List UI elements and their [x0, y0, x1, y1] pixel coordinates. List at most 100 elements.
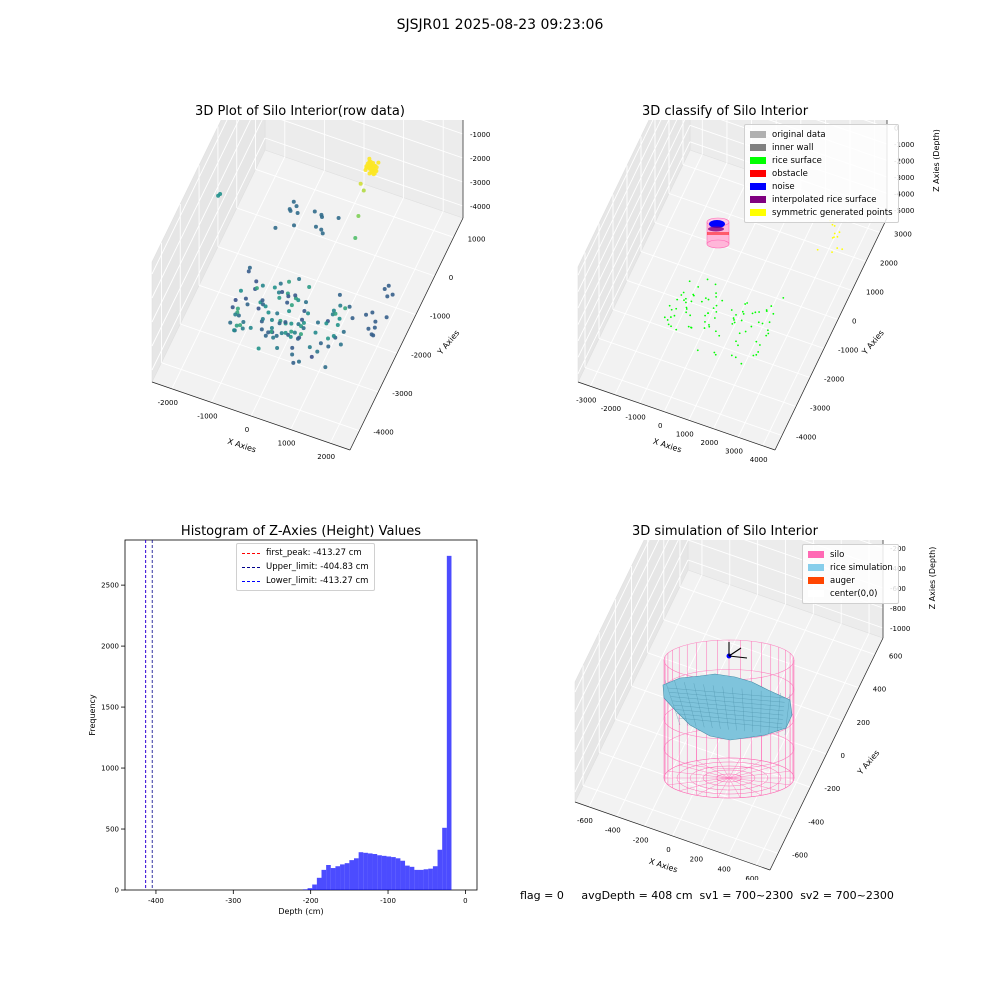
x-tick-label: -400 [148, 897, 164, 905]
z-tick-label: -1000 [890, 625, 910, 633]
x-axis-label: X Axies [226, 437, 257, 455]
rice-surface-point [746, 302, 749, 304]
histogram-legend: first_peak: -413.27 cm Upper_limit: -404.… [236, 543, 375, 591]
noise-cluster [709, 220, 725, 228]
raw-data-point [386, 283, 391, 288]
rice-surface-point [712, 307, 715, 310]
rice-surface-point [733, 319, 735, 321]
symmetric-generated-point [841, 248, 844, 251]
rice-mesh-line [672, 700, 784, 712]
rice-surface-point [703, 327, 706, 329]
rice-mesh-line [784, 693, 791, 736]
rice-surface-point [673, 314, 676, 317]
silo-floor-spoke [728, 760, 762, 779]
rice-surface-point [700, 300, 703, 303]
raw-data-point [238, 288, 243, 293]
legend-swatch [750, 144, 766, 151]
rice-surface-point [667, 323, 670, 326]
raw-3d-plot[interactable]: -2000 -1000 0 1000 2000 1000 0 -1000 -2000 -3000 -… [100, 120, 500, 460]
raw-data-point [331, 333, 336, 338]
y-tick-label: -1000 [838, 347, 858, 355]
y-tick-label: 1000 [101, 765, 119, 773]
raw-data-point [295, 210, 300, 215]
legend-entry: symmetric generated points [750, 206, 893, 219]
auger-axis [728, 647, 742, 657]
raw-data-point [319, 227, 324, 232]
x-tick-label: -300 [225, 897, 241, 905]
raw-data-point [347, 304, 352, 309]
rice-surface-point [721, 299, 724, 302]
raw-data-point [254, 286, 259, 291]
auger-axis [728, 655, 748, 659]
interpolated-rice-surface [708, 226, 724, 232]
raw-data-point [364, 312, 369, 317]
histogram-bar [418, 869, 424, 890]
legend-swatch [750, 196, 766, 203]
y-tick-label: 0 [449, 274, 453, 282]
raw-data-point [326, 344, 331, 349]
y-tick-label: 500 [106, 826, 119, 834]
legend-line-swatch [242, 552, 260, 554]
rice-surface-point [708, 323, 710, 326]
z-tick-label: -3000 [894, 174, 914, 182]
z-tick-label: -2000 [470, 155, 490, 163]
z-grid-line [281, 120, 464, 183]
x-axis-line [574, 801, 771, 871]
y-tick-label: 2000 [880, 260, 898, 268]
y-axis-line [774, 217, 888, 451]
rice-mesh-line [676, 713, 783, 724]
histogram-chart[interactable]: -400 -300 -200 -100 0 0 500 1000 1500 2000 2500 Dep… [60, 530, 490, 920]
raw-data-point [326, 336, 331, 341]
rice-mesh-line [670, 696, 785, 707]
y-axis-line [349, 217, 464, 451]
y-axis-line [769, 637, 884, 871]
rice-surface-point [707, 312, 709, 315]
silo-floor-spoke [717, 777, 730, 798]
z-grid-line [577, 120, 662, 292]
x-tick-label: 0 [245, 426, 249, 434]
rice-surface-point [765, 310, 768, 313]
histogram-bar [409, 866, 415, 890]
x-axis-line [151, 381, 351, 451]
symmetric-generated-point [816, 248, 819, 251]
rice-surface-point [690, 300, 693, 303]
raw-data-point [232, 328, 237, 333]
raw-data-point [287, 279, 292, 284]
rice-surface-point [696, 349, 699, 352]
raw-data-point [353, 236, 358, 241]
rice-surface-point [772, 312, 775, 315]
histogram-bar [386, 856, 392, 890]
raw-data-point [230, 305, 235, 310]
raw-data-point [335, 323, 340, 328]
histogram-plot-area [124, 539, 478, 891]
histogram-bar [437, 849, 443, 890]
rice-surface-point [680, 294, 683, 296]
raw-data-point [361, 188, 366, 193]
classify-3d-plot[interactable]: -3000 -2000 -1000 0 1000 2000 3000 4000 3000 2000… [540, 120, 940, 465]
raw-data-point [254, 279, 259, 284]
simulation-plot-title: 3D simulation of Silo Interior [632, 524, 818, 539]
z-tick-label: -1000 [470, 131, 490, 139]
y-grid-line [598, 338, 797, 407]
raw-data-point [256, 346, 261, 351]
histogram-bar [344, 863, 350, 890]
histogram-bar [372, 854, 378, 890]
x-tick-label: -3000 [576, 396, 596, 404]
y-grid-line [626, 280, 825, 349]
legend-entry: inner wall [750, 141, 893, 154]
y-tick-label: -3000 [392, 390, 412, 398]
histogram-bar [316, 877, 322, 890]
raw-plot-title: 3D Plot of Silo Interior(row data) [195, 104, 405, 119]
raw-data-point [266, 330, 271, 335]
x-tick-label: -200 [303, 897, 319, 905]
raw-data-point [246, 269, 251, 274]
raw-data-point [367, 166, 372, 171]
symmetric-generated-point [833, 232, 836, 235]
raw-data-point [233, 312, 238, 317]
legend-label: Lower_limit: -413.27 cm [266, 576, 369, 586]
rice-surface-point [732, 317, 735, 319]
y-grid-line [198, 284, 398, 354]
legend-label: rice surface [772, 155, 822, 166]
rice-surface-point [782, 297, 785, 299]
raw-data-point [272, 285, 277, 290]
